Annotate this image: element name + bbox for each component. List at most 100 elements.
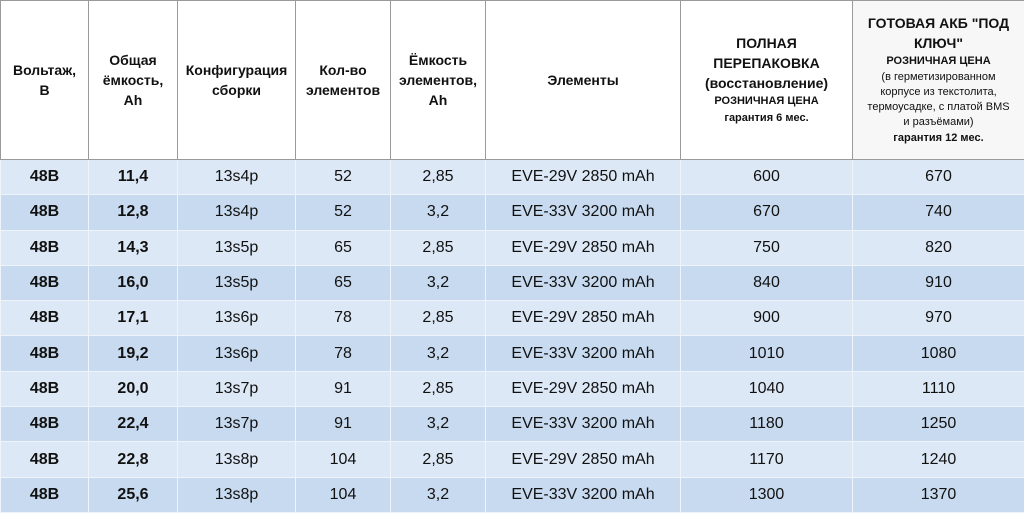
table-cell: 48В: [0, 194, 89, 231]
table-cell: 13s8p: [177, 476, 296, 513]
header-line: Ah: [123, 92, 143, 108]
header-line: ПОЛНАЯ ПЕРЕПАКОВКА: [713, 35, 820, 71]
table-cell: 13s4p: [177, 194, 296, 231]
table-cell: 750: [680, 229, 853, 266]
table-row: 48В 12,8 13s4p 52 3,2 EVE-33V 3200 mAh 670 740: [0, 194, 1024, 231]
table-cell: 65: [295, 229, 391, 266]
header-line: Ah: [428, 92, 448, 108]
column-header: Конфигурация сборки: [177, 0, 296, 160]
table-cell: 1080: [852, 335, 1024, 372]
table-row: 48В 25,6 13s8p 104 3,2 EVE-33V 3200 mAh 1300 13…: [0, 476, 1024, 513]
table-cell: 48В: [0, 370, 89, 408]
table-cell: 910: [852, 264, 1024, 302]
table-cell: 3,2: [390, 335, 486, 372]
table-cell: 91: [295, 406, 391, 443]
table-cell: 17,1: [88, 300, 178, 337]
table-cell: 48В: [0, 335, 89, 372]
table-row: 48В 11,4 13s4p 52 2,85 EVE-29V 2850 mAh 600 670: [0, 158, 1024, 196]
header-line: Общая: [109, 52, 157, 68]
table-cell: 78: [295, 300, 391, 337]
table-cell: 1300: [680, 476, 853, 513]
table-cell: 900: [680, 300, 853, 337]
table-cell: 970: [852, 300, 1024, 337]
table-cell: 52: [295, 194, 391, 231]
table-cell: 48В: [0, 476, 89, 513]
table-cell: 3,2: [390, 476, 486, 513]
header-line: гарантия 6 мес.: [724, 112, 809, 124]
table-cell: 20,0: [88, 370, 178, 408]
header-line: и разъёмами): [903, 116, 974, 128]
table-row: 48В 16,0 13s5p 65 3,2 EVE-33V 3200 mAh 840 910: [0, 264, 1024, 302]
table-cell: 13s7p: [177, 370, 296, 408]
header-line: элементов: [305, 82, 381, 98]
column-header: Ёмкость элементов, Ah: [390, 0, 486, 160]
column-header: ПОЛНАЯ ПЕРЕПАКОВКА (восстановление) РОЗНИЧ…: [680, 0, 853, 160]
table-cell: 2,85: [390, 229, 486, 266]
table-cell: 13s7p: [177, 406, 296, 443]
table-cell: 13s8p: [177, 441, 296, 478]
table-cell: 2,85: [390, 441, 486, 478]
column-header: ГОТОВАЯ АКБ "ПОД КЛЮЧ" РОЗНИЧНАЯ ЦЕНА (в ге…: [852, 0, 1024, 160]
table-row: 48В 14,3 13s5p 65 2,85 EVE-29V 2850 mAh 750 820: [0, 229, 1024, 266]
table-cell: EVE-33V 3200 mAh: [485, 194, 681, 231]
table-cell: 78: [295, 335, 391, 372]
header-line: (в герметизированном: [881, 71, 996, 83]
header-line: Элементы: [547, 72, 619, 88]
table-cell: 22,4: [88, 406, 178, 443]
header-line: Ёмкость: [408, 52, 468, 68]
table-cell: 3,2: [390, 406, 486, 443]
column-header: Общая ёмкость, Ah: [88, 0, 178, 160]
table-cell: 104: [295, 476, 391, 513]
table-cell: 820: [852, 229, 1024, 266]
table-cell: 48В: [0, 264, 89, 302]
header-line: сборки: [212, 82, 261, 98]
table-cell: 91: [295, 370, 391, 408]
table-cell: 1240: [852, 441, 1024, 478]
table-cell: EVE-33V 3200 mAh: [485, 335, 681, 372]
header-line: В: [39, 82, 50, 98]
header-line: РОЗНИЧНАЯ ЦЕНА: [886, 55, 991, 67]
table-cell: 670: [852, 158, 1024, 196]
table-cell: 1180: [680, 406, 853, 443]
table-cell: 2,85: [390, 158, 486, 196]
table-cell: 25,6: [88, 476, 178, 513]
table-cell: 2,85: [390, 370, 486, 408]
header-line: Вольтаж,: [12, 62, 77, 78]
header-row: Вольтаж, В Общая ёмкость, Ah Конфигурация сбор…: [0, 0, 1024, 160]
table-cell: 2,85: [390, 300, 486, 337]
table-cell: 11,4: [88, 158, 178, 196]
header-line: термоусадке, с платой BMS: [867, 101, 1010, 113]
column-header: Элементы: [485, 0, 681, 160]
table-cell: 22,8: [88, 441, 178, 478]
table-cell: 48В: [0, 406, 89, 443]
table-cell: 1110: [852, 370, 1024, 408]
table-cell: 48В: [0, 441, 89, 478]
table-cell: 19,2: [88, 335, 178, 372]
table-row: 48В 19,2 13s6p 78 3,2 EVE-33V 3200 mAh 1010 108…: [0, 335, 1024, 372]
table-cell: 1370: [852, 476, 1024, 513]
table-body: 48В 11,4 13s4p 52 2,85 EVE-29V 2850 mAh 600 670…: [0, 158, 1024, 513]
table-cell: 600: [680, 158, 853, 196]
table-cell: 1250: [852, 406, 1024, 443]
table-cell: EVE-33V 3200 mAh: [485, 406, 681, 443]
table-cell: 104: [295, 441, 391, 478]
table-cell: 13s6p: [177, 300, 296, 337]
table-cell: 16,0: [88, 264, 178, 302]
table-cell: 12,8: [88, 194, 178, 231]
table-cell: 13s4p: [177, 158, 296, 196]
table-row: 48В 17,1 13s6p 78 2,85 EVE-29V 2850 mAh 900 970: [0, 300, 1024, 337]
table-cell: 14,3: [88, 229, 178, 266]
header-line: корпусе из текстолита,: [880, 86, 997, 98]
table-cell: 48В: [0, 158, 89, 196]
header-line: КЛЮЧ": [913, 35, 964, 51]
table-cell: 13s5p: [177, 264, 296, 302]
table-cell: EVE-29V 2850 mAh: [485, 441, 681, 478]
table-cell: EVE-33V 3200 mAh: [485, 476, 681, 513]
table-cell: 48В: [0, 300, 89, 337]
table-cell: 3,2: [390, 194, 486, 231]
table-cell: 1170: [680, 441, 853, 478]
header-line: ГОТОВАЯ АКБ "ПОД: [867, 15, 1010, 31]
table-cell: EVE-29V 2850 mAh: [485, 229, 681, 266]
